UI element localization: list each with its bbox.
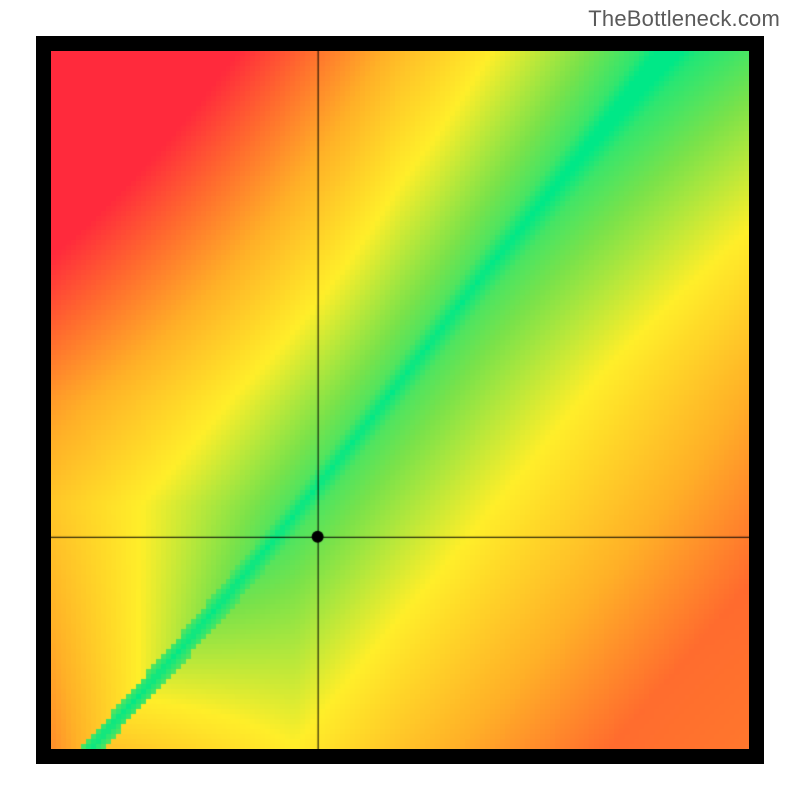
- heatmap-plot: [51, 51, 749, 749]
- black-frame: [36, 36, 764, 764]
- heatmap-canvas: [51, 51, 749, 749]
- root: TheBottleneck.com: [0, 0, 800, 800]
- watermark-text: TheBottleneck.com: [588, 6, 780, 32]
